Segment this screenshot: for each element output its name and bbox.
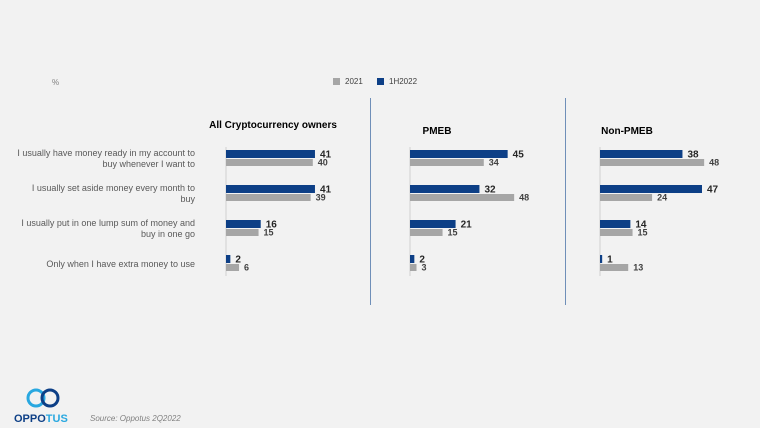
data-label: 41 [320,150,332,161]
bar-2021 [410,229,443,236]
bar-2021 [600,159,705,166]
logo-text: OPPOTUS [14,413,68,425]
bar-1h2022 [226,255,231,263]
bar-2021 [600,264,629,271]
bar-1h2022 [600,220,631,228]
data-label: 13 [633,263,643,273]
data-label: 15 [264,228,274,238]
panel-divider [565,98,566,305]
bar-1h2022 [410,185,480,193]
data-label: 14 [635,220,647,231]
logo-ring-icon [40,388,60,408]
data-label: 48 [709,158,719,168]
bar-2021 [410,264,417,271]
data-label: 15 [448,228,458,238]
data-label: 21 [461,220,473,231]
legend-item-2021: 2021 [333,77,363,86]
bar-2021 [410,159,484,166]
data-label: 6 [244,263,249,273]
bar-1h2022 [410,220,456,228]
unit-label: % [52,78,60,87]
bar-1h2022 [410,255,415,263]
data-label: 1 [607,255,613,266]
legend-item-1h2022: 1H2022 [377,77,417,86]
panel-title: PMEB [422,126,452,137]
data-label: 45 [513,150,525,161]
category-label: I usually have money ready in my account… [17,148,195,169]
data-label: 47 [707,185,719,196]
data-label: 48 [519,193,529,203]
category-label: I usually set aside money every month to… [31,183,195,204]
data-label: 15 [638,228,648,238]
data-label: 3 [422,263,427,273]
data-label: 41 [320,185,332,196]
bar-1h2022 [410,150,508,158]
logo-ring-icon [26,388,46,408]
source-note: Source: Oppotus 2Q2022 [90,414,181,423]
category-label: I usually put in one lump sum of money a… [21,218,195,239]
panel-divider [370,98,371,305]
panel-title: All Cryptocurrency owners [209,120,337,131]
bar-1h2022 [226,185,315,193]
bar-2021 [226,264,240,271]
panel-title: Non-PMEB [601,126,653,137]
category-label: Only when I have extra money to use [46,259,195,269]
data-label: 32 [484,185,496,196]
legend-label: 2021 [345,77,363,86]
bar-1h2022 [600,150,683,158]
bar-2021 [226,229,259,236]
data-label: 2 [235,255,241,266]
bar-2021 [410,194,515,201]
data-label: 16 [266,220,278,231]
bar-2021 [226,159,313,166]
bar-2021 [600,194,653,201]
bar-2021 [600,229,633,236]
bar-2021 [226,194,311,201]
legend-label: 1H2022 [389,77,418,86]
data-label: 40 [318,158,328,168]
data-label: 2 [419,255,425,266]
data-label: 38 [687,150,699,161]
bar-1h2022 [600,255,603,263]
bar-1h2022 [226,150,315,158]
bar-1h2022 [226,220,261,228]
data-label: 39 [316,193,326,203]
legend-swatch [333,78,340,85]
bar-1h2022 [600,185,702,193]
legend-swatch [377,78,384,85]
data-label: 34 [489,158,499,168]
data-label: 24 [657,193,667,203]
